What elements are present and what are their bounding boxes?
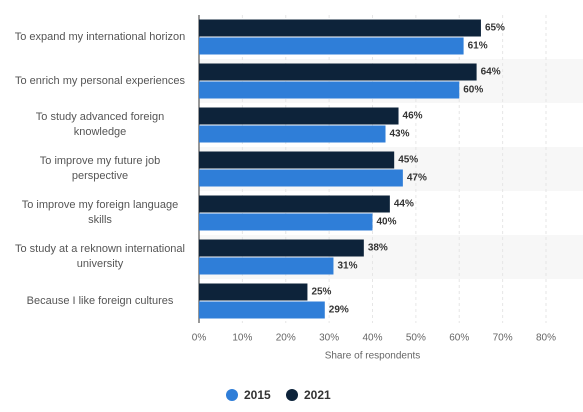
x-tick-label: 50% — [406, 333, 426, 344]
x-tick-label: 20% — [276, 333, 296, 344]
y-tick-label: To expand my international horizon — [14, 30, 186, 43]
data-label: 29% — [329, 305, 349, 316]
bar — [199, 283, 308, 301]
x-tick-label: 0% — [192, 333, 207, 344]
legend-marker — [286, 389, 298, 401]
bar — [199, 81, 460, 99]
data-label: 38% — [368, 243, 388, 254]
data-label: 47% — [407, 173, 427, 184]
y-tick-label: To study at a reknown international univ… — [15, 243, 185, 270]
bar — [199, 37, 464, 55]
data-label: 65% — [485, 23, 505, 34]
bar — [199, 63, 477, 81]
x-tick-label: 40% — [362, 333, 382, 344]
data-label: 46% — [403, 111, 423, 122]
data-label: 61% — [468, 41, 488, 52]
data-label: 45% — [398, 155, 418, 166]
legend-marker — [226, 389, 238, 401]
y-tick-label: To enrich my personal experiences — [15, 74, 185, 87]
bar — [199, 301, 325, 319]
data-label: 31% — [337, 261, 357, 272]
bar — [199, 151, 395, 169]
y-tick-label: Because I like foreign cultures — [26, 294, 174, 307]
bar — [199, 169, 403, 187]
x-tick-label: 10% — [232, 333, 252, 344]
bar — [199, 107, 399, 125]
x-tick-label: 80% — [536, 333, 556, 344]
data-label: 44% — [394, 199, 414, 210]
bar — [199, 19, 481, 37]
bar — [199, 257, 334, 275]
bar — [199, 195, 390, 213]
y-tick-label: To improve my future job perspective — [39, 155, 161, 182]
x-tick-label: 70% — [493, 333, 513, 344]
x-tick-label: 60% — [449, 333, 469, 344]
bar — [199, 125, 386, 143]
y-tick-label: To improve my foreign language skills — [21, 199, 179, 226]
data-label: 40% — [377, 217, 397, 228]
legend-label: 2021 — [304, 388, 331, 402]
legend-label: 2015 — [244, 388, 271, 402]
bar — [199, 213, 373, 231]
data-label: 25% — [311, 287, 331, 298]
data-label: 43% — [390, 129, 410, 140]
x-axis-label: Share of respondents — [325, 351, 421, 362]
bar — [199, 239, 364, 257]
x-tick-label: 30% — [319, 333, 339, 344]
y-tick-label: To study advanced foreign knowledge — [35, 111, 165, 138]
data-label: 60% — [463, 85, 483, 96]
data-label: 64% — [481, 67, 501, 78]
